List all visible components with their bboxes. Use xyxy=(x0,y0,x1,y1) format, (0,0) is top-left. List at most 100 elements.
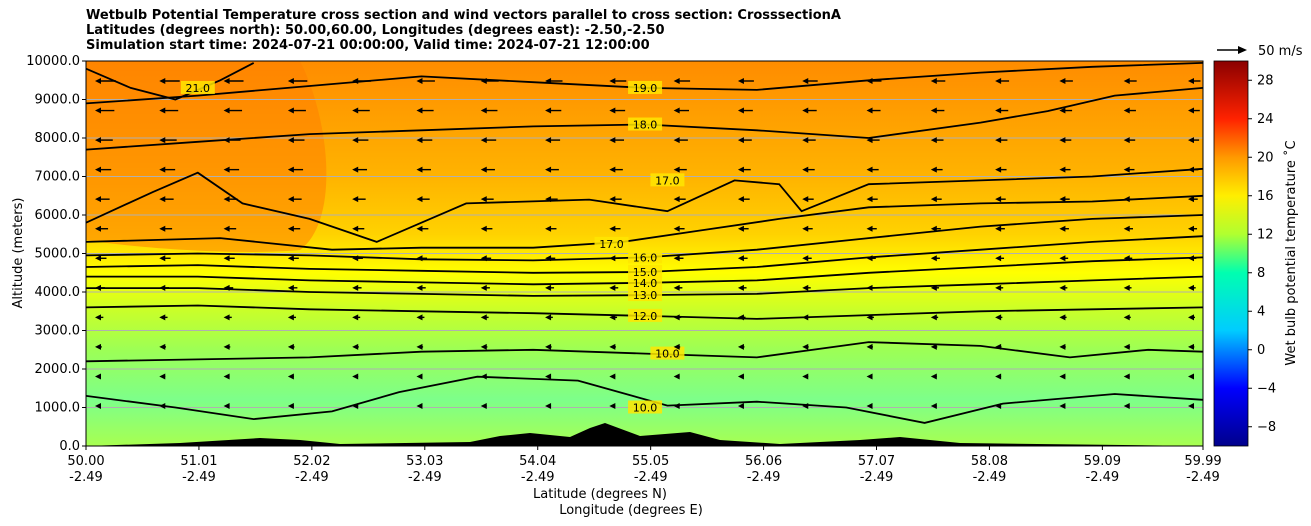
wind-vector-head xyxy=(416,196,423,203)
wind-vector-head xyxy=(352,166,359,173)
wind-vector-head xyxy=(609,284,616,291)
wind-vector-head xyxy=(995,373,1002,380)
contour-label-bg xyxy=(628,400,663,414)
wind-vector-head xyxy=(416,373,423,380)
title-line-1: Wetbulb Potential Temperature cross sect… xyxy=(86,8,841,23)
wind-vector-head xyxy=(1059,225,1066,232)
contour-label: 13.0 xyxy=(633,289,658,302)
colorbar: −8 −4 0 4 8 12 16 20 24 28 xyxy=(1213,60,1276,447)
wind-vector-head xyxy=(737,403,744,409)
wind-vector-head xyxy=(866,284,873,291)
wind-vector-head xyxy=(1188,78,1194,84)
colorbar-tick-label: −4 xyxy=(1257,381,1276,396)
wind-vector-head xyxy=(802,314,809,321)
wind-vector-head xyxy=(95,373,101,380)
wind-vector-head xyxy=(866,314,873,321)
wind-vector-head xyxy=(737,225,744,232)
wind-vector-head xyxy=(737,107,744,114)
wind-vector-head xyxy=(352,78,359,84)
wind-vector-head xyxy=(802,255,809,262)
wind-vector-head xyxy=(416,284,423,291)
x-tick-label-lon: -2.49 xyxy=(295,470,329,485)
wind-vector-head xyxy=(545,373,552,380)
wind-vector-head xyxy=(673,284,680,291)
colorbar-tick-label: 28 xyxy=(1257,73,1274,88)
contour-lines: 10.0 10.0 12.0 13.014.015.0 16.0 17.0 17.0 18.0… xyxy=(86,62,1203,424)
wind-vector-head xyxy=(416,137,423,144)
wind-vector-head xyxy=(1123,255,1130,262)
wind-vector-head xyxy=(287,225,294,232)
wind-vector-head xyxy=(159,255,166,262)
wind-vector-head xyxy=(866,225,873,232)
wind-vector-head xyxy=(545,343,552,350)
plot-area: 10.0 10.0 12.0 13.014.015.0 16.0 17.0 17.0 18.0… xyxy=(86,61,1203,446)
wind-vector-head xyxy=(802,403,809,409)
wind-vector-head xyxy=(930,196,937,203)
wind-vector-head xyxy=(930,225,937,232)
wind-vector-head xyxy=(480,78,487,84)
x-tick-label-lon: -2.49 xyxy=(69,470,103,485)
wind-vector-head xyxy=(95,284,101,291)
wind-vector-head xyxy=(930,343,937,350)
wind-vector-head xyxy=(1123,343,1130,350)
wind-vector-head xyxy=(95,403,101,409)
wind-vector-head xyxy=(866,78,873,84)
wind-vector-head xyxy=(159,137,166,144)
wind-vector-head xyxy=(1059,403,1066,409)
wind-vector-head xyxy=(352,403,359,409)
axes: 0.0 1000.0 2000.0 3000.0 4000.0 5000.0 6000.0 7… xyxy=(26,54,1221,485)
contour-label-bg xyxy=(628,250,663,264)
wind-vector-head xyxy=(866,343,873,350)
wind-vector-head xyxy=(737,166,744,173)
wind-vector-head xyxy=(1188,284,1194,291)
wind-vector-head xyxy=(159,78,166,84)
wind-vector-head xyxy=(609,255,616,262)
wind-vector-head xyxy=(930,78,937,84)
wind-vector-head xyxy=(287,373,294,380)
wind-vector-head xyxy=(1059,373,1066,380)
quiver-key-label: 50 m/s xyxy=(1258,44,1303,59)
wind-vector-head xyxy=(352,343,359,350)
wind-vector-head xyxy=(545,314,552,321)
wind-vector-head xyxy=(545,137,552,144)
wind-vector-head xyxy=(1123,403,1130,409)
wind-vector-head xyxy=(1123,196,1130,203)
wind-vector-head xyxy=(159,284,166,291)
x-tick-label-lat: 59.99 xyxy=(1184,454,1221,469)
wind-vector-head xyxy=(416,403,423,409)
contour-label: 18.0 xyxy=(633,119,658,132)
wind-vector-head xyxy=(866,137,873,144)
y-tick-label: 6000.0 xyxy=(35,208,81,223)
wind-vector-head xyxy=(995,78,1002,84)
wind-vector-head xyxy=(480,284,487,291)
wind-vector-head xyxy=(673,373,680,380)
wind-vector-head xyxy=(159,314,166,321)
x-tick-label-lon: -2.49 xyxy=(182,470,216,485)
wind-vector-head xyxy=(95,166,101,173)
wind-vector-head xyxy=(416,343,423,350)
wind-vector-head xyxy=(1123,225,1130,232)
wind-vector-head xyxy=(223,373,230,380)
contour-label: 12.0 xyxy=(633,310,658,323)
wind-vector-head xyxy=(480,343,487,350)
wind-vector-head xyxy=(930,284,937,291)
x-tick-label-lat: 59.09 xyxy=(1084,454,1121,469)
wind-vector-head xyxy=(737,373,744,380)
wind-vector-head xyxy=(930,373,937,380)
wind-vector-head xyxy=(416,225,423,232)
wind-vector-head xyxy=(802,166,809,173)
wind-vector-head xyxy=(480,403,487,409)
wind-vector-head xyxy=(95,196,101,203)
wind-vector-head xyxy=(609,403,616,409)
x-axis-label-latitude: Latitude (degrees N) xyxy=(533,487,667,502)
contour-label: 21.0 xyxy=(186,82,211,95)
x-tick-label-lat: 53.03 xyxy=(406,454,443,469)
wind-vector-head xyxy=(352,314,359,321)
wind-vector-head xyxy=(1059,196,1066,203)
contour-10.0 xyxy=(86,375,1203,424)
wind-vector-head xyxy=(1123,166,1130,173)
contour-label-bg xyxy=(628,308,663,322)
contour-label: 15.0 xyxy=(633,266,658,279)
wind-vector-head xyxy=(995,166,1002,173)
wind-vector-head xyxy=(1123,284,1130,291)
